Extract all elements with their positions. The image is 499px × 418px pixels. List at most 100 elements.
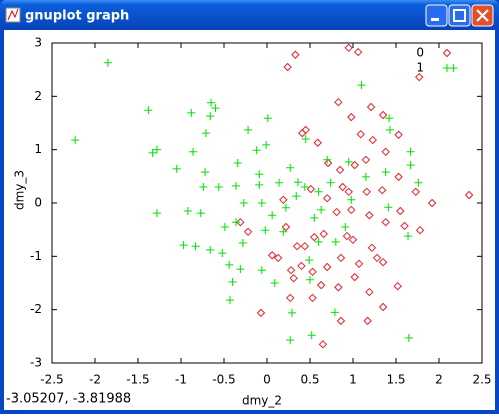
data-point	[350, 272, 359, 282]
x-tick-label: -0.5	[212, 373, 235, 387]
data-point	[301, 125, 310, 135]
data-point	[338, 182, 347, 192]
data-point	[286, 293, 295, 303]
data-point	[279, 227, 288, 236]
data-point	[313, 138, 322, 147]
data-point	[384, 203, 393, 212]
legend-sample	[443, 64, 451, 72]
data-point	[187, 108, 196, 117]
data-point	[300, 183, 309, 191]
data-point	[207, 98, 216, 107]
data-point	[361, 172, 370, 181]
y-tick-label: -2	[30, 302, 42, 316]
y-tick-label: 1	[34, 142, 42, 156]
data-point	[394, 130, 403, 139]
data-point	[366, 102, 376, 112]
status-text: -3.05207, -3.81988	[6, 392, 131, 407]
y-tick-label: 2	[34, 89, 42, 103]
x-tick-label: -1.5	[126, 373, 149, 387]
data-point	[297, 261, 306, 271]
data-point	[255, 180, 264, 189]
data-point	[293, 178, 302, 187]
data-point	[348, 235, 358, 245]
data-point	[330, 308, 339, 317]
data-point	[322, 193, 332, 203]
maximize-button[interactable]	[448, 4, 471, 27]
data-point	[289, 273, 298, 283]
data-point	[201, 168, 210, 177]
data-point	[378, 257, 388, 267]
data-point	[152, 209, 161, 218]
data-point	[301, 135, 310, 143]
data-point	[365, 211, 374, 220]
data-point	[286, 163, 295, 172]
data-point	[144, 106, 153, 115]
y-tick-label: 3	[34, 36, 42, 50]
data-point	[262, 140, 271, 149]
data-point	[415, 72, 424, 82]
data-point	[314, 237, 323, 246]
data-point	[283, 62, 292, 72]
data-point	[183, 207, 192, 215]
data-point	[344, 43, 353, 53]
data-point	[206, 245, 215, 254]
x-tick-label: -2.5	[40, 373, 63, 387]
minimize-button[interactable]	[425, 4, 448, 27]
data-point	[270, 279, 279, 287]
y-tick-label: -1	[30, 249, 42, 263]
y-tick-label: 0	[34, 196, 42, 210]
data-point	[252, 146, 261, 155]
data-point	[233, 159, 242, 167]
data-point	[199, 183, 208, 191]
close-button[interactable]	[471, 4, 494, 27]
data-point	[378, 302, 388, 312]
data-point	[281, 222, 291, 232]
data-point	[347, 112, 356, 122]
data-point	[341, 223, 350, 231]
x-axis-label: dmy_2	[242, 394, 282, 408]
data-point	[267, 251, 277, 260]
data-point	[218, 249, 227, 258]
data-point	[362, 187, 371, 197]
data-point	[286, 336, 295, 345]
data-point	[314, 187, 323, 196]
data-point	[354, 259, 364, 269]
data-point	[353, 47, 363, 57]
data-point	[394, 172, 403, 182]
data-point	[323, 155, 332, 164]
data-point	[396, 206, 405, 216]
y-tick-label: -3	[30, 356, 42, 370]
data-point	[191, 242, 200, 251]
data-point	[332, 207, 341, 217]
data-point	[201, 129, 210, 138]
data-point	[308, 293, 317, 303]
x-tick-label: 0.5	[300, 373, 319, 387]
data-point	[256, 308, 266, 318]
title-bar	[0, 0, 499, 30]
data-point	[236, 265, 245, 274]
data-point	[350, 160, 359, 170]
x-tick-label: 0	[263, 373, 271, 387]
data-point	[310, 232, 319, 242]
data-point	[189, 147, 198, 156]
data-point	[414, 178, 423, 187]
data-point	[378, 110, 388, 120]
data-point	[211, 104, 220, 113]
data-point	[300, 241, 310, 251]
data-point	[326, 178, 335, 187]
app-icon-glyph	[7, 8, 19, 21]
data-point	[336, 253, 346, 263]
data-point	[225, 260, 234, 269]
data-point	[71, 136, 80, 145]
data-point	[273, 253, 283, 263]
data-point	[268, 211, 277, 220]
data-point	[317, 205, 326, 214]
data-point	[368, 135, 377, 145]
x-tick-label: 1	[349, 373, 357, 387]
data-point	[275, 178, 284, 187]
data-point	[372, 253, 382, 263]
data-point	[342, 231, 352, 241]
data-point	[361, 155, 371, 165]
data-point	[281, 203, 290, 212]
